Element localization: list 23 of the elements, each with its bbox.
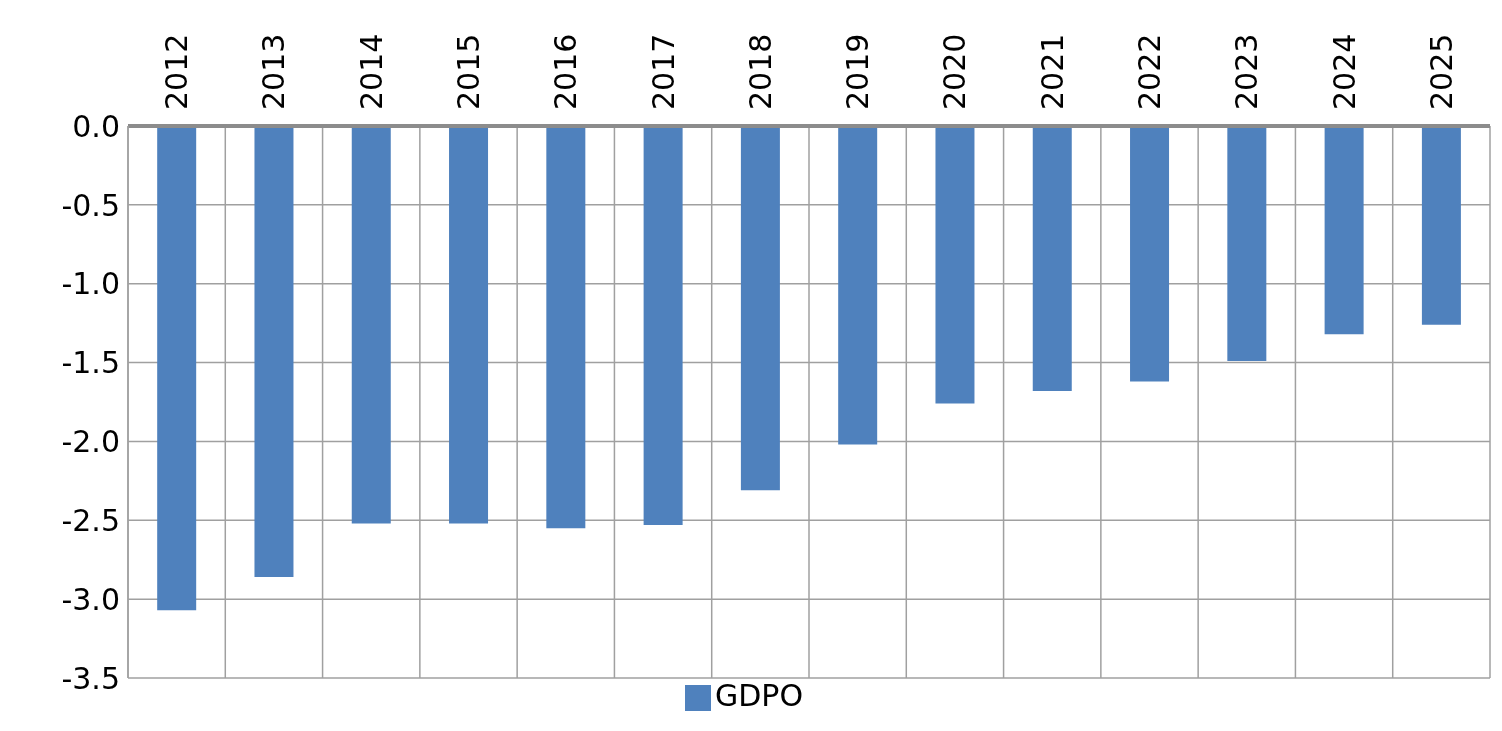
x-tick-label: 2021: [1034, 33, 1070, 110]
legend-label: GDPO: [714, 678, 804, 713]
y-tick-label: -2.5: [61, 502, 120, 538]
x-tick-label: 2023: [1229, 33, 1265, 110]
x-tick-label: 2012: [159, 33, 195, 110]
x-tick-label: 2013: [256, 33, 292, 110]
x-tick-label: 2018: [742, 33, 778, 110]
y-tick-label: -0.5: [61, 187, 120, 223]
y-tick-label: -1.0: [61, 266, 120, 302]
y-tick-label: -3.0: [61, 581, 120, 617]
x-tick-label: 2024: [1326, 33, 1362, 110]
y-tick-label: -3.5: [61, 660, 120, 696]
x-tick-label: 2022: [1132, 33, 1167, 110]
y-tick-label: -2.0: [61, 424, 120, 460]
x-tick-label: 2025: [1423, 33, 1459, 110]
x-tick-label: 2017: [645, 33, 681, 110]
x-tick-label: 2019: [840, 33, 876, 110]
y-tick-label: 0.0: [72, 108, 120, 144]
x-tick-label: 2015: [451, 33, 486, 110]
x-tick-label: 2016: [548, 33, 584, 110]
x-tick-label: 2020: [937, 33, 973, 110]
x-tick-label: 2014: [353, 33, 389, 110]
y-tick-label: -1.5: [61, 345, 120, 381]
